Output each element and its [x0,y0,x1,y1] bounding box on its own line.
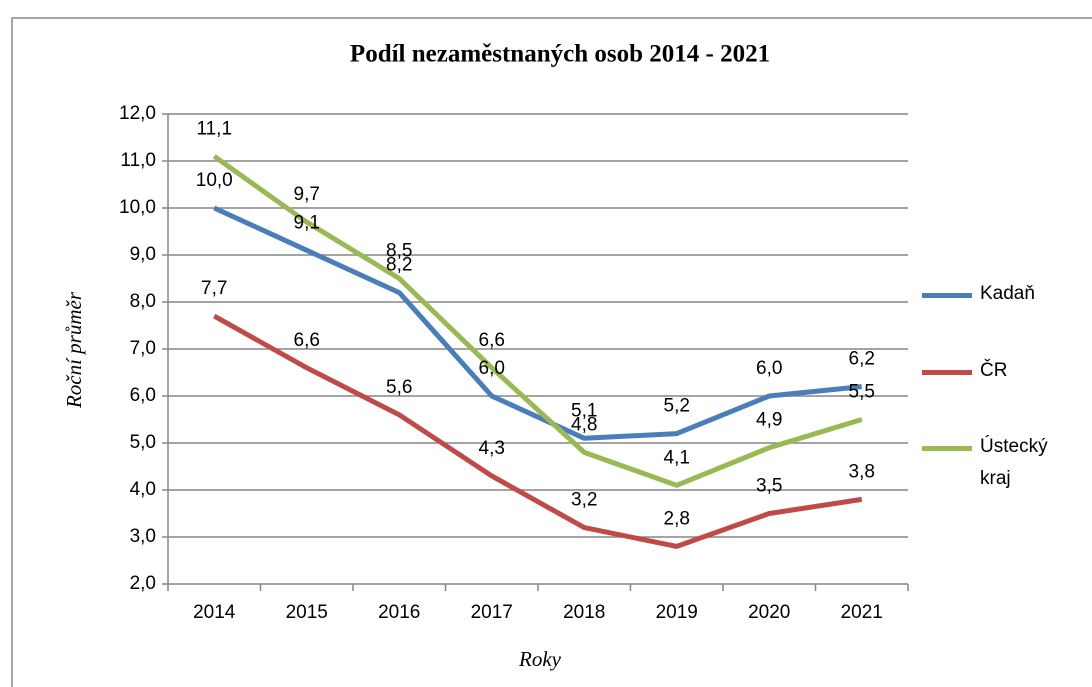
y-tick-label: 2,0 [130,573,156,594]
x-tick-label: 2020 [748,602,790,623]
data-label: 8,2 [386,255,412,276]
legend-item: Kadaň [922,282,1080,310]
y-tick-label: 9,0 [130,244,156,265]
data-label: 8,5 [386,241,412,262]
y-tick-label: 4,0 [130,479,156,500]
y-tick-label: 10,0 [119,197,156,218]
x-tick-label: 2019 [656,602,698,623]
data-label: 9,1 [294,212,320,233]
y-tick-label: 8,0 [130,291,156,312]
data-label: 11,1 [196,118,232,139]
x-tick-label: 2016 [378,602,420,623]
data-label: 3,2 [571,490,597,511]
data-label: 4,9 [756,410,782,431]
legend-swatch [922,370,972,375]
x-tick-label: 2018 [563,602,605,623]
data-label: 9,7 [294,184,320,205]
data-label: 4,3 [479,438,505,459]
y-tick-label: 11,0 [120,150,156,171]
x-tick-label: 2014 [193,602,236,623]
x-tick-label: 2021 [841,602,883,623]
data-label: 6,6 [294,330,320,351]
data-label: 6,0 [756,358,782,379]
data-label: 5,6 [386,377,412,398]
legend-swatch [922,293,972,298]
data-label: 4,1 [664,447,690,468]
data-label: 5,5 [849,382,875,403]
legend-item: Ústecký kraj [922,435,1080,495]
series-line [213,313,863,549]
data-label: 6,0 [479,358,505,379]
legend-label: ČR [980,360,1008,381]
x-tick-label: 2017 [471,602,513,623]
chart-border [11,17,1092,687]
data-label: 6,2 [849,349,875,370]
legend-swatch [922,446,972,451]
series-line [212,154,863,488]
data-label: 3,5 [756,476,782,497]
y-tick-label: 3,0 [130,526,156,547]
legend-item: ČR [922,359,1080,387]
data-label: 7,7 [201,278,227,299]
y-axis-label: Roční průměr [62,291,86,409]
data-label: 3,8 [849,461,875,482]
data-label: 6,6 [479,330,505,351]
legend-label: Ústecký kraj [980,436,1048,489]
data-label: 5,1 [571,400,597,421]
y-tick-label: 12,0 [119,103,156,124]
legend-label: Kadaň [980,283,1035,304]
x-axis-label: Roky [518,647,562,671]
data-label: 4,8 [571,414,597,435]
data-label: 10,0 [196,170,233,191]
y-tick-label: 7,0 [130,338,156,359]
x-tick-label: 2015 [286,602,328,623]
data-label: 2,8 [664,508,690,529]
y-tick-label: 5,0 [130,432,156,453]
chart-title: Podíl nezaměstnaných osob 2014 - 2021 [350,41,770,68]
y-tick-label: 6,0 [130,385,156,406]
series-line [213,205,863,441]
data-label: 5,2 [664,396,690,417]
